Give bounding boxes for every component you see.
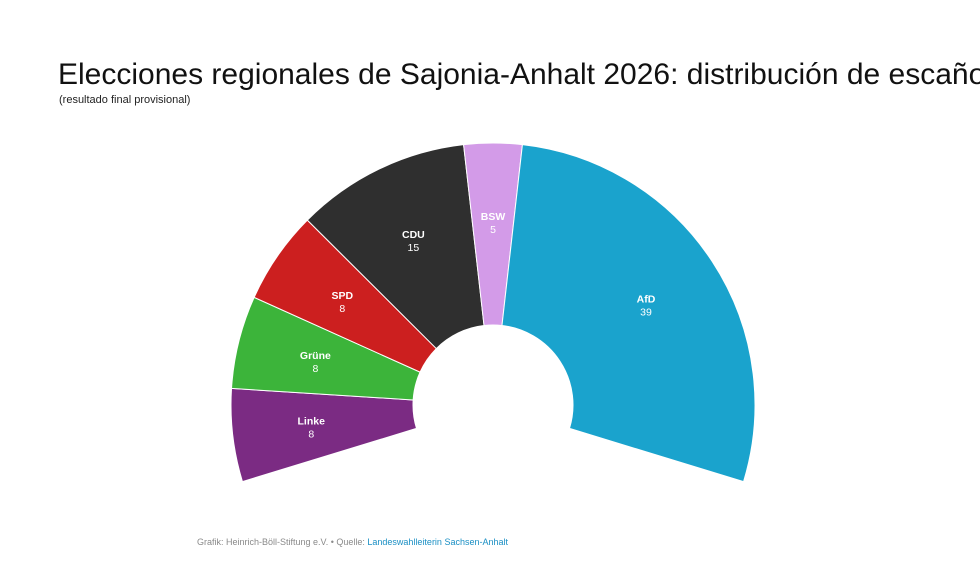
- footer-credit: Grafik: Heinrich-Böll-Stiftung e.V. • Qu…: [197, 537, 368, 547]
- slice-value-cdu: 15: [408, 242, 420, 254]
- page-title: Elecciones regionales de Sajonia-Anhalt …: [58, 58, 980, 91]
- slice-value-bsw: 5: [490, 224, 496, 236]
- chart-slices: [230, 142, 756, 483]
- slice-afd: [501, 144, 756, 483]
- slice-label-bsw: BSW: [481, 211, 506, 223]
- slice-linke: [230, 387, 418, 483]
- slice-cdu: [306, 144, 485, 350]
- slice-label-spd: SPD: [332, 290, 354, 302]
- slice-value-linke: 8: [308, 428, 314, 440]
- slice-label-grune: Grüne: [300, 350, 331, 362]
- source-link[interactable]: Landeswahlleiterin Sachsen-Anhalt: [367, 537, 508, 547]
- slice-label-afd: AfD: [637, 294, 656, 306]
- page-subtitle: (resultado final provisional): [59, 94, 191, 106]
- chart-footer: Grafik: Heinrich-Böll-Stiftung e.V. • Qu…: [197, 537, 508, 547]
- slice-label-cdu: CDU: [402, 229, 425, 241]
- slice-value-grune: 8: [312, 363, 318, 375]
- slice-value-afd: 39: [640, 307, 652, 319]
- slice-label-linke: Linke: [298, 415, 326, 427]
- slice-value-spd: 8: [339, 303, 345, 315]
